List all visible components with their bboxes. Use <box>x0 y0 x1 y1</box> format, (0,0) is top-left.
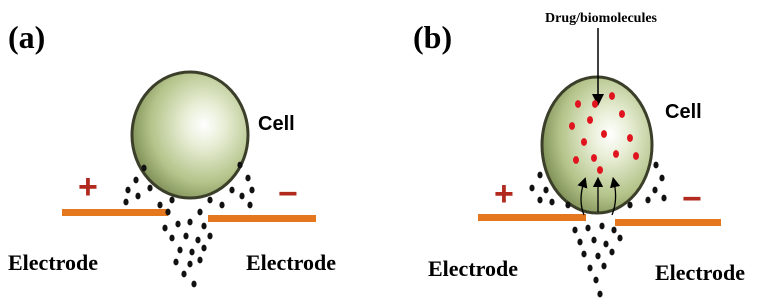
particle <box>247 202 252 209</box>
particle <box>549 199 554 206</box>
particle <box>529 185 534 192</box>
particle <box>229 187 234 194</box>
particle <box>611 227 616 234</box>
drug-particle <box>592 100 598 108</box>
drug-particle <box>609 92 615 100</box>
drug-particle <box>573 156 579 164</box>
particle <box>585 225 590 232</box>
particle <box>181 271 186 278</box>
electrode <box>478 214 586 221</box>
negative-sign: − <box>278 175 298 213</box>
particle <box>599 223 604 230</box>
particle <box>591 237 596 244</box>
particle <box>652 187 657 194</box>
particle <box>195 237 200 244</box>
particle <box>169 197 174 204</box>
drug-particle <box>569 122 575 130</box>
particle <box>201 223 206 230</box>
particle <box>661 195 666 202</box>
particle <box>645 197 650 204</box>
particle <box>133 177 138 184</box>
electrode-label: Electrode <box>8 250 98 275</box>
particle <box>593 277 598 284</box>
cell <box>132 72 248 198</box>
negative-sign: − <box>682 180 702 218</box>
particle <box>207 197 212 204</box>
particle <box>175 221 180 228</box>
electrode-label: Electrode <box>655 260 745 285</box>
particle <box>565 202 570 209</box>
drug-particle <box>587 116 593 124</box>
particle <box>617 235 622 242</box>
drug-particle <box>627 134 633 142</box>
cell <box>542 77 652 213</box>
electrode-label: Electrode <box>428 256 518 281</box>
panel-label: (b) <box>413 19 452 55</box>
particle <box>191 281 196 288</box>
diagram: (a) Cell + − Electrode Electrode (b) Dru… <box>0 0 774 302</box>
particle <box>537 197 542 204</box>
drug-particle <box>633 152 639 160</box>
particle <box>189 249 194 256</box>
electrode-label: Electrode <box>246 250 336 275</box>
drug-particle <box>575 100 581 108</box>
particle <box>187 219 192 226</box>
positive-sign: + <box>494 175 514 213</box>
particle <box>187 261 192 268</box>
particle <box>245 175 250 182</box>
drug-particle <box>619 110 625 118</box>
drug-particle <box>591 154 597 162</box>
particle <box>183 233 188 240</box>
particle <box>609 249 614 256</box>
particle <box>147 185 152 192</box>
particle <box>577 239 582 246</box>
particle <box>125 187 130 194</box>
annotation: Drug/biomolecules <box>545 11 658 26</box>
particle <box>597 291 602 298</box>
particle <box>197 209 202 216</box>
drug-particle <box>601 130 607 138</box>
drug-particle <box>613 150 619 158</box>
particle <box>581 251 586 258</box>
particle <box>169 235 174 242</box>
particle <box>627 202 632 209</box>
particle <box>543 187 548 194</box>
particle <box>141 165 146 172</box>
particle <box>239 193 244 200</box>
particle <box>237 162 242 169</box>
particle <box>197 257 202 264</box>
electrode <box>208 215 316 222</box>
particle <box>601 263 606 270</box>
positive-sign: + <box>78 168 98 206</box>
particle <box>603 241 608 248</box>
particle <box>595 253 600 260</box>
particle <box>173 259 178 266</box>
particle <box>587 265 592 272</box>
electrode <box>615 219 721 226</box>
particle <box>207 233 212 240</box>
electrode <box>62 209 168 216</box>
cell-label: Cell <box>258 113 295 135</box>
particle <box>572 227 577 234</box>
particle <box>135 193 140 200</box>
cell-label: Cell <box>665 101 702 123</box>
panel-label: (a) <box>8 19 45 55</box>
drug-particle <box>597 166 603 174</box>
particle <box>537 172 542 179</box>
particle <box>177 247 182 254</box>
particle <box>653 162 658 169</box>
particle <box>123 199 128 206</box>
particle <box>201 245 206 252</box>
particle <box>219 202 224 209</box>
particle <box>165 209 170 216</box>
particle <box>162 225 167 232</box>
particle <box>157 202 162 209</box>
particle <box>659 175 664 182</box>
drug-particle <box>581 138 587 146</box>
particle <box>249 187 254 194</box>
